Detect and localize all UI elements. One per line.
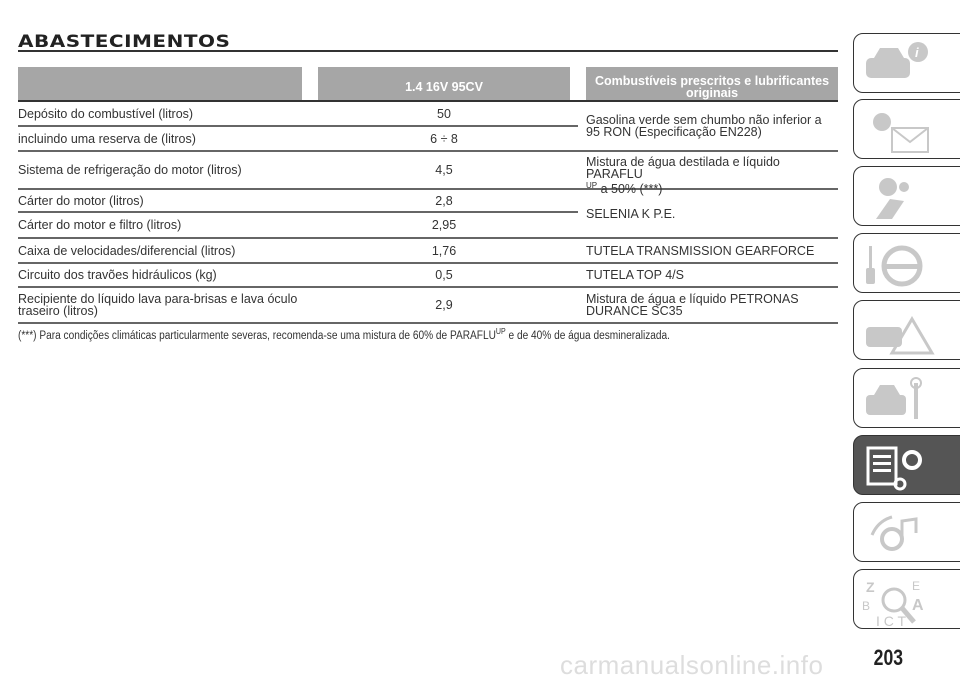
index-icon: Z E B A I C T bbox=[862, 579, 924, 626]
row-value: 6 ÷ 8 bbox=[430, 131, 458, 146]
page-number: 203 bbox=[873, 645, 904, 670]
svg-text:E: E bbox=[912, 579, 920, 593]
footnote: (***) Para condições climáticas particul… bbox=[18, 327, 670, 342]
product-fuel: Gasolina verde sem chumbo não inferior a… bbox=[586, 113, 822, 139]
product-washer: Mistura de água e líquido PETRONAS DURAN… bbox=[586, 292, 799, 318]
header-cell-empty bbox=[18, 67, 302, 101]
sidebar-tab-warning-lights[interactable] bbox=[853, 99, 960, 159]
title-rule bbox=[18, 50, 838, 52]
row-value: 1,76 bbox=[431, 243, 457, 258]
product-coolant: Mistura de água destilada e líquido PARA… bbox=[586, 151, 838, 196]
watermark: carmanualsonline.info bbox=[560, 650, 824, 680]
row-label: Sistema de refrigeração do motor (litros… bbox=[18, 163, 242, 177]
header-products: Combustíveis prescritos e lubrificantes … bbox=[586, 67, 838, 101]
sidebar-tab-index[interactable]: Z E B A I C T bbox=[853, 569, 960, 629]
svg-text:i: i bbox=[915, 45, 919, 60]
row-value: 4,5 bbox=[435, 163, 453, 177]
row-value: 2,8 bbox=[435, 193, 453, 208]
header-engine: 1.4 16V 95CV bbox=[318, 67, 570, 101]
row-divider bbox=[18, 262, 838, 264]
page-title: ABASTECIMENTOS bbox=[18, 30, 231, 52]
row-divider bbox=[18, 150, 838, 152]
car-info-icon: i bbox=[866, 42, 928, 78]
row-divider bbox=[18, 211, 578, 213]
row-label: Cárter do motor e filtro (litros) bbox=[18, 218, 182, 232]
footnote-text-b: e de 40% de água desmineralizada. bbox=[505, 329, 670, 342]
row-divider bbox=[18, 237, 838, 239]
product-gearbox: TUTELA TRANSMISSION GEARFORCE bbox=[586, 243, 815, 258]
sidebar-tab-multimedia[interactable] bbox=[853, 502, 960, 562]
row-divider bbox=[18, 286, 838, 288]
coolant-text: Mistura de água destilada e líquido PARA… bbox=[586, 155, 780, 181]
row-divider bbox=[18, 322, 838, 324]
row-label: incluindo uma reserva de (litros) bbox=[18, 131, 196, 146]
svg-text:I C T: I C T bbox=[876, 613, 907, 626]
sidebar-tab-car-maintenance[interactable] bbox=[853, 368, 960, 428]
svg-text:Z: Z bbox=[866, 579, 875, 595]
sidebar-tab-car-info[interactable]: i bbox=[853, 33, 960, 93]
sidebar-tab-key-steering[interactable] bbox=[853, 233, 960, 293]
sidebar-tab-technical-data[interactable] bbox=[853, 435, 960, 495]
row-divider bbox=[18, 100, 838, 102]
svg-text:A: A bbox=[912, 597, 924, 614]
warning-lights-icon bbox=[873, 113, 929, 153]
row-value: 50 bbox=[437, 106, 451, 121]
product-brakes: TUTELA TOP 4/S bbox=[586, 268, 684, 282]
emergency-icon bbox=[866, 316, 935, 355]
coolant-text-b: a 50% (***) bbox=[597, 182, 663, 197]
row-label: Caixa de velocidades/diferencial (litros… bbox=[18, 243, 236, 258]
technical-data-icon bbox=[866, 446, 922, 491]
sidebar-tab-safety-seat[interactable] bbox=[853, 166, 960, 226]
multimedia-icon bbox=[870, 515, 918, 551]
coolant-sup: UP bbox=[586, 181, 598, 190]
sidebar-tab-emergency[interactable] bbox=[853, 300, 960, 360]
row-label: Depósito do combustível (litros) bbox=[18, 106, 194, 121]
car-maintenance-icon bbox=[866, 377, 922, 419]
safety-seat-icon bbox=[876, 178, 909, 219]
row-label: Recipiente do líquido lava para-brisas e… bbox=[18, 292, 298, 318]
row-label: Cárter do motor (litros) bbox=[18, 193, 144, 208]
svg-text:B: B bbox=[862, 599, 870, 613]
row-label: Circuito dos travões hidráulicos (kg) bbox=[18, 268, 217, 282]
product-engine-oil: SELENIA K P.E. bbox=[586, 206, 676, 221]
footnote-text: (***) Para condições climáticas particul… bbox=[18, 329, 496, 342]
footnote-sup: UP bbox=[495, 327, 506, 336]
key-steering-icon bbox=[866, 245, 923, 287]
row-divider bbox=[18, 125, 578, 127]
row-value: 0,5 bbox=[435, 268, 453, 282]
row-divider bbox=[18, 188, 838, 190]
row-value: 2,9 bbox=[435, 298, 453, 312]
row-value: 2,95 bbox=[431, 218, 457, 232]
